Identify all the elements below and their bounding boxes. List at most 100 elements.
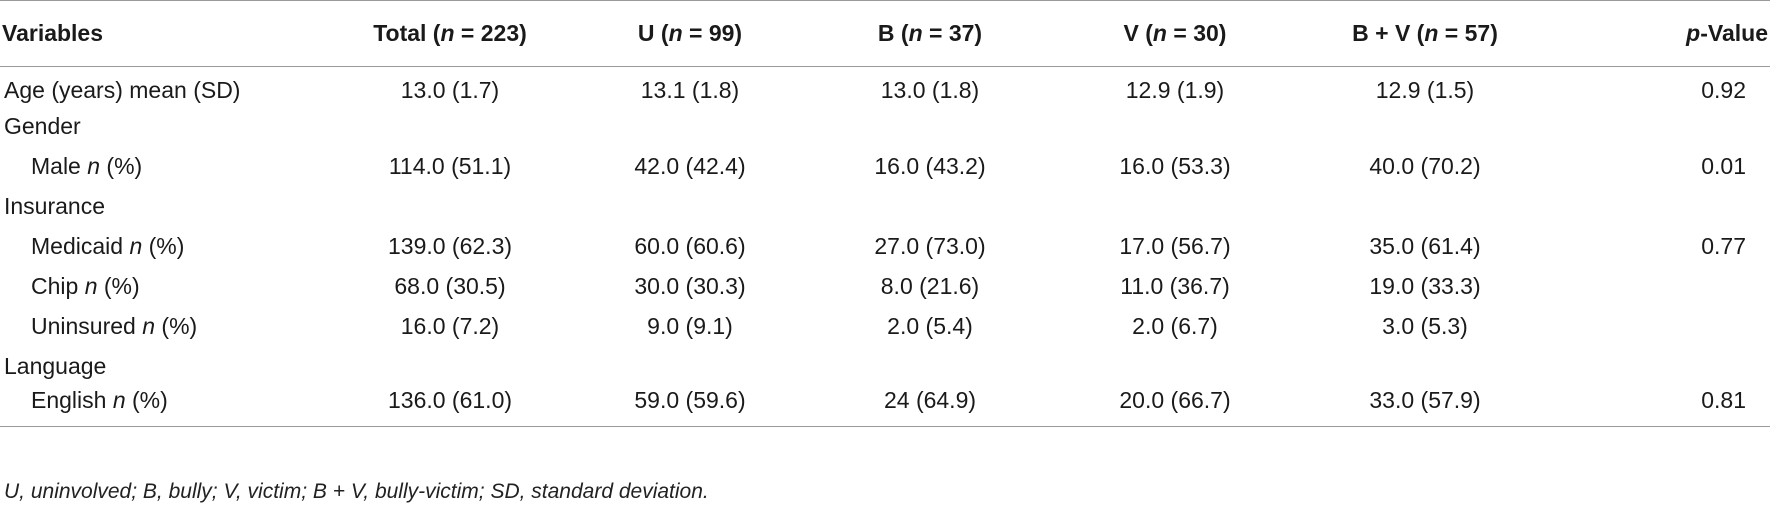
cell-p-value: 0.01 (1701, 153, 1746, 179)
row-label-text: Gender (4, 113, 81, 139)
row-label-suffix: (%) (125, 386, 168, 413)
cell-uninvolved: 9.0 (9.1) (647, 313, 733, 339)
cell-bully-victim: 19.0 (33.3) (1369, 273, 1481, 299)
row-label-italic: n (112, 386, 126, 413)
cell-victim (1050, 107, 1300, 147)
cell-bully (810, 187, 1050, 227)
table-row: Uninsured n (%) 16.0 (7.2) 9.0 (9.1) 2.0 (5… (0, 307, 1770, 347)
table-row: Chip n (%) 68.0 (30.5) 30.0 (30.3) 8.0 (21.… (0, 267, 1770, 307)
cell-victim: 2.0 (6.7) (1132, 313, 1218, 339)
cell-bully-victim: 33.0 (57.9) (1300, 386, 1550, 427)
cell-bully (810, 107, 1050, 147)
row-label-suffix: (%) (142, 233, 185, 259)
header-p-value: p-Value (1550, 0, 1770, 67)
row-label-italic: n (142, 313, 156, 339)
table-row: Language (0, 347, 1770, 387)
cell-bully-victim (1300, 107, 1550, 147)
cell-victim: 17.0 (56.7) (1119, 233, 1231, 259)
table-body: Age (years) mean (SD) 13.0 (1.7) 13.1 (1.8… (0, 67, 1770, 427)
cell-p-value (1550, 187, 1770, 227)
cell-uninvolved (570, 187, 810, 227)
cell-p-value: 0.92 (1701, 77, 1746, 104)
table-footnote: U, uninvolved; B, bully; V, victim; B + … (4, 480, 709, 503)
cell-bully-victim: 35.0 (61.4) (1369, 233, 1481, 259)
cell-bully: 27.0 (73.0) (874, 233, 986, 259)
row-label: Insurance (0, 187, 330, 227)
cell-bully: 8.0 (21.6) (880, 273, 980, 299)
cell-bully-victim: 40.0 (70.2) (1369, 153, 1481, 179)
cell-bully-victim (1300, 347, 1550, 387)
cell-bully-victim (1300, 187, 1550, 227)
table-row: Gender (0, 107, 1770, 147)
table-row: Medicaid n (%) 139.0 (62.3) 60.0 (60.6) 27.… (0, 227, 1770, 267)
cell-total: 16.0 (7.2) (400, 313, 500, 339)
cell-bully-victim: 3.0 (5.3) (1382, 313, 1468, 339)
row-label-text: English (31, 386, 113, 413)
header-bully: B (n = 37) (810, 0, 1050, 67)
header-total: Total (n = 223) (330, 0, 570, 67)
row-label-italic: n (84, 273, 98, 299)
cell-bully (810, 347, 1050, 387)
cell-p-value (1550, 107, 1770, 147)
cell-p-value: 0.81 (1550, 386, 1770, 427)
row-label: Medicaid n (%) (0, 227, 330, 267)
row-label: Language (0, 347, 330, 387)
row-label: Gender (0, 107, 330, 147)
table-row: Insurance (0, 187, 1770, 227)
cell-p-value: 0.77 (1701, 233, 1746, 259)
cell-total: 136.0 (61.0) (330, 386, 570, 427)
header-variables: Variables (0, 0, 330, 67)
cell-bully: 16.0 (43.2) (874, 153, 986, 179)
cell-uninvolved: 30.0 (30.3) (634, 273, 746, 299)
cell-total: 13.0 (1.7) (400, 77, 500, 104)
table-header-row: Variables Total (n = 223) U (n = 99) B (… (0, 0, 1770, 67)
cell-victim: 11.0 (36.7) (1120, 273, 1230, 299)
table-row: Age (years) mean (SD) 13.0 (1.7) 13.1 (1.8… (0, 67, 1770, 107)
row-label-text: Age (years) mean (SD) (4, 77, 241, 104)
cell-uninvolved: 59.0 (59.6) (570, 386, 810, 427)
table-row: English n (%) 136.0 (61.0) 59.0 (59.6) 24 (… (0, 386, 1770, 427)
cell-uninvolved: 42.0 (42.4) (634, 153, 746, 179)
cell-bully: 2.0 (5.4) (887, 313, 973, 339)
cell-victim: 12.9 (1.9) (1125, 77, 1225, 104)
demographics-table: Variables Total (n = 223) U (n = 99) B (… (0, 0, 1770, 427)
cell-uninvolved (570, 347, 810, 387)
row-label-suffix: (%) (100, 153, 143, 179)
row-label-text: Chip (31, 273, 85, 299)
row-label: Age (years) mean (SD) (0, 67, 330, 107)
header-bully-victim: B + V (n = 57) (1300, 0, 1550, 67)
row-label: Uninsured n (%) (0, 307, 330, 347)
cell-victim (1050, 187, 1300, 227)
row-label: Male n (%) (0, 147, 330, 187)
row-label: Chip n (%) (0, 267, 330, 307)
cell-bully-victim: 12.9 (1.5) (1375, 77, 1475, 104)
cell-total: 139.0 (62.3) (387, 233, 513, 259)
row-label-text: Male (31, 153, 88, 179)
cell-victim: 16.0 (53.3) (1119, 153, 1231, 179)
cell-total: 68.0 (30.5) (394, 273, 506, 299)
cell-total: 114.0 (51.1) (388, 153, 512, 179)
cell-victim: 20.0 (66.7) (1050, 386, 1300, 427)
row-label-italic: n (129, 233, 143, 259)
cell-victim (1050, 347, 1300, 387)
cell-p-value (1550, 347, 1770, 387)
cell-total (330, 187, 570, 227)
cell-uninvolved (570, 107, 810, 147)
cell-uninvolved: 13.1 (1.8) (640, 77, 740, 104)
cell-bully: 13.0 (1.8) (880, 77, 980, 104)
cell-bully: 24 (64.9) (810, 386, 1050, 427)
cell-p-value (1550, 307, 1770, 347)
row-label-text: Insurance (4, 193, 106, 219)
row-label-text: Uninsured (31, 313, 143, 339)
row-label-suffix: (%) (155, 313, 198, 339)
cell-total (330, 107, 570, 147)
cell-p-value (1550, 267, 1770, 307)
header-victim: V (n = 30) (1050, 0, 1300, 67)
row-label-text: Language (4, 353, 107, 379)
row-label: English n (%) (0, 386, 330, 427)
row-label-text: Medicaid (31, 233, 130, 259)
header-uninvolved: U (n = 99) (570, 0, 810, 67)
row-label-italic: n (87, 153, 101, 179)
row-label-suffix: (%) (97, 273, 140, 299)
